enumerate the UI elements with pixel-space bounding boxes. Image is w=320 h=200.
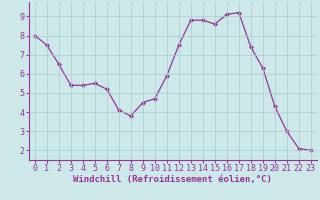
X-axis label: Windchill (Refroidissement éolien,°C): Windchill (Refroidissement éolien,°C) <box>73 175 272 184</box>
